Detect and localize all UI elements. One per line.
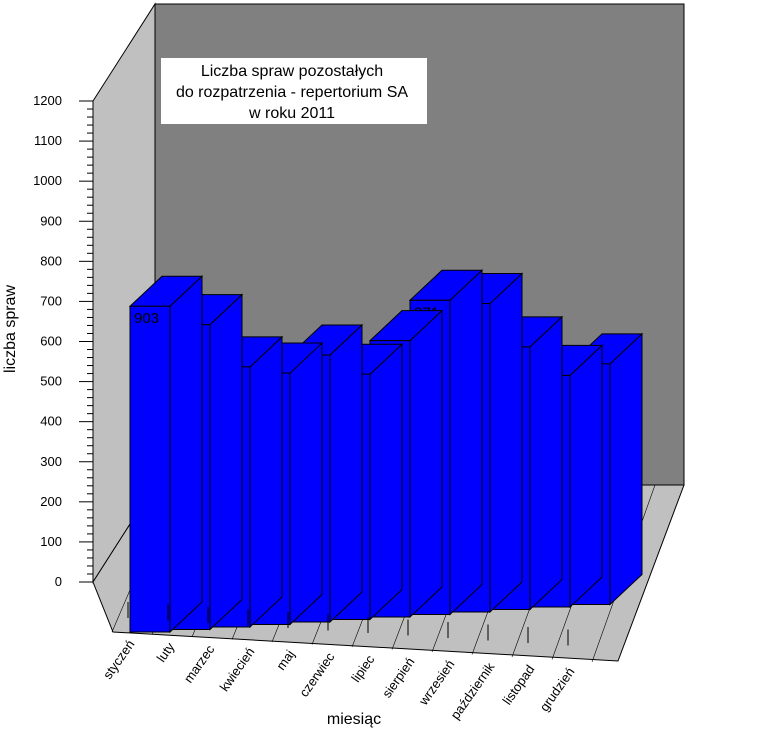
y-axis: 0 100 200 300 400 500 600 700 800 900 1000 1100 1200 <box>33 93 94 589</box>
y-tick-label: 300 <box>40 454 62 469</box>
bar-side <box>169 275 203 634</box>
bar-side <box>409 309 443 619</box>
x-tick-label: czerwiec <box>296 649 338 699</box>
chart-title-background <box>161 58 427 124</box>
x-tick-label: kwiecień <box>217 645 258 694</box>
bar-styczeń: 903 <box>128 275 204 634</box>
y-tick-label: 1000 <box>33 173 62 188</box>
bar-side <box>489 272 523 614</box>
bar-side <box>289 341 323 626</box>
x-tick-label: sierpień <box>379 655 417 701</box>
x-tick-label: styczeń <box>100 637 138 682</box>
chart-title-line-1: Liczba spraw pozostałych <box>201 63 383 80</box>
y-tick-label: 400 <box>40 414 62 429</box>
bar-value-label: 903 <box>134 310 159 327</box>
chart-title-line-3: w roku 2011 <box>248 105 335 122</box>
x-tick-label: lipiec <box>348 652 378 685</box>
y-tick-label: 700 <box>40 293 62 308</box>
y-tick-label: 1100 <box>34 133 62 148</box>
x-tick-label: marzec <box>181 642 218 686</box>
y-tick-label: 500 <box>40 374 62 389</box>
bar-side <box>449 269 483 616</box>
x-tick-label: listopad <box>499 662 537 707</box>
x-tick-label: maj <box>273 647 297 673</box>
bar-side <box>529 315 563 611</box>
y-tick-label: 1200 <box>33 93 62 108</box>
y-tick-label: 0 <box>55 574 62 589</box>
bar-front <box>129 305 171 633</box>
y-tick-label: 100 <box>40 534 62 549</box>
y-tick-label: 200 <box>40 494 62 509</box>
x-axis-title: miesiąc <box>327 711 381 728</box>
y-tick-label: 800 <box>40 253 62 268</box>
bar-side <box>329 323 363 624</box>
y-axis-title: liczba spraw <box>2 285 19 373</box>
x-tick-label: luty <box>154 639 178 665</box>
bar-side <box>369 343 403 621</box>
y-tick-label: 600 <box>40 334 62 349</box>
bar-side <box>609 332 643 606</box>
bar-side <box>249 335 283 629</box>
chart-title-line-2: do rozpatrzenia - repertorium SA <box>176 84 408 101</box>
x-tick-label: wrzesień <box>415 657 457 708</box>
y-tick-label: 900 <box>40 213 62 228</box>
x-tick-label: grudzień <box>537 665 578 714</box>
bars: 667642728855871766680740697721845903 <box>128 269 644 634</box>
bar-side <box>569 344 603 609</box>
bar-side <box>209 293 243 631</box>
chart-title-box: Liczba spraw pozostałych do rozpatrzenia… <box>161 58 427 124</box>
